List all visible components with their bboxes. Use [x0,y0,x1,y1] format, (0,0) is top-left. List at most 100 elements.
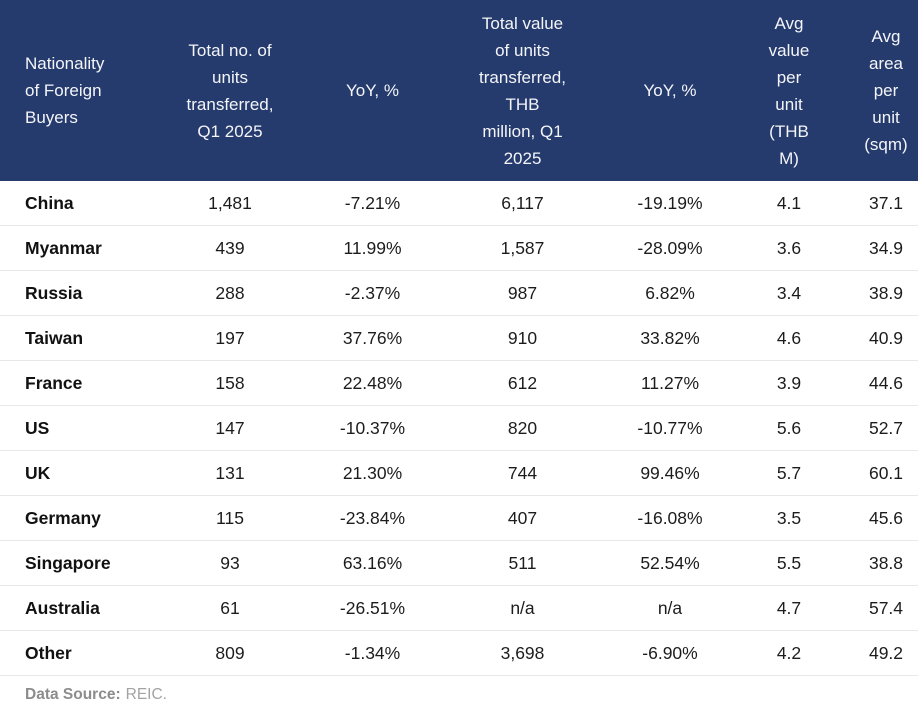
table-cell: 3.6 [776,237,802,258]
table-cell: 4.2 [776,642,802,663]
table-cell: 99.46% [640,462,700,483]
table-cell: 407 [507,507,538,528]
table-cell: 44.6 [868,372,904,393]
table-cell: 38.9 [868,282,904,303]
table-cell: 11.27% [640,372,700,393]
nationality-cell: Germany [25,507,101,528]
nationality-cell: Other [25,642,72,663]
table-row: UK 131 21.30% 744 99.46% 5.7 60.1 [0,451,918,496]
table-cell: 6,117 [501,192,544,213]
table-cell: 147 [215,417,245,438]
column-header-avg-value: Avg value per unit (THB M) [768,13,810,168]
nationality-cell: UK [25,462,51,483]
table-cell: 4.1 [776,192,802,213]
table-cell: -1.34% [344,642,401,663]
table-cell: 38.8 [868,552,904,573]
column-header-total-units: Total no. of units transferred, Q1 2025 [186,40,274,141]
table-cell: 131 [215,462,245,483]
nationality-cell: Singapore [25,552,111,573]
table-cell: 197 [215,327,245,348]
table-cell: 61 [220,597,240,618]
table-cell: 612 [507,372,538,393]
table-cell: 33.82% [640,327,700,348]
column-header-avg-area: Avg area per unit (sqm) [864,27,908,154]
table-row: Myanmar 439 11.99% 1,587 -28.09% 3.6 34.9 [0,226,918,271]
table-cell: 34.9 [868,237,904,258]
table-cell: 21.30% [342,462,403,483]
nationality-cell: Taiwan [25,327,84,348]
table-cell: 115 [216,507,244,528]
data-source-label: Data Source: [25,686,121,703]
nationality-cell: Myanmar [25,237,102,258]
table-cell: 910 [507,327,538,348]
table-row: US 147 -10.37% 820 -10.77% 5.6 52.7 [0,406,918,451]
table-cell: 52.54% [640,552,700,573]
table-cell: 1,587 [500,237,545,258]
table-cell: n/a [657,597,683,618]
table-row: Australia 61 -26.51% n/a n/a 4.7 57.4 [0,586,918,631]
table-cell: 288 [215,282,245,303]
table-cell: -26.51% [339,597,406,618]
data-source-note: Data Source: REIC. [0,676,918,707]
table-cell: 4.7 [776,597,802,618]
table-cell: -16.08% [637,507,703,528]
table-cell: 37.1 [868,192,904,213]
column-header-nationality: Nationality of Foreign Buyers [25,54,105,127]
table-cell: 40.9 [868,327,904,348]
table-cell: 49.2 [868,642,904,663]
nationality-cell: France [25,372,83,393]
table-header-row: Nationality of Foreign Buyers Total no. … [0,0,918,181]
nationality-cell: US [25,417,50,438]
table-cell: 744 [507,462,538,483]
table-cell: -10.37% [339,417,406,438]
table-row: Germany 115 -23.84% 407 -16.08% 3.5 45.6 [0,496,918,541]
table-cell: n/a [510,597,535,618]
table-cell: 11.99% [343,237,402,258]
column-header-total-value: Total value of units transferred, THB mi… [479,13,566,168]
nationality-cell: Russia [25,282,83,303]
column-header-yoy-value: YoY, % [643,81,697,100]
table-body: China 1,481 -7.21% 6,117 -19.19% 4.1 37.1 Myanm… [0,181,918,676]
column-header-yoy-units: YoY, % [346,81,399,100]
table-cell: 987 [507,282,538,303]
table-cell: 439 [215,237,245,258]
table-row: Singapore 93 63.16% 511 52.54% 5.5 38.8 [0,541,918,586]
table-cell: 52.7 [868,417,904,438]
table-row: Russia 288 -2.37% 987 6.82% 3.4 38.9 [0,271,918,316]
data-source-value: REIC. [125,686,167,703]
table-cell: -2.37% [344,282,401,303]
table-row: Taiwan 197 37.76% 910 33.82% 4.6 40.9 [0,316,918,361]
table-cell: 57.4 [868,597,904,618]
table-cell: 3.5 [776,507,802,528]
table-cell: 93 [220,552,240,573]
table-cell: 511 [508,552,537,573]
table-row: Other 809 -1.34% 3,698 -6.90% 4.2 49.2 [0,631,918,676]
table-cell: 5.6 [776,417,802,438]
table-cell: 3,698 [500,642,545,663]
table-cell: 22.48% [342,372,403,393]
table-row: France 158 22.48% 612 11.27% 3.9 44.6 [0,361,918,406]
table-cell: 3.9 [776,372,802,393]
table-cell: 63.16% [342,552,403,573]
table-cell: 158 [215,372,245,393]
table-row: China 1,481 -7.21% 6,117 -19.19% 4.1 37.1 [0,181,918,226]
table-cell: 6.82% [645,282,695,303]
table-cell: 1,481 [208,192,252,213]
table-cell: 809 [215,642,245,663]
table-cell: 820 [507,417,538,438]
table-cell: 45.6 [868,507,904,528]
table-cell: 5.7 [776,462,802,483]
nationality-cell: China [25,192,74,213]
table-cell: -19.19% [637,192,703,213]
table-cell: -6.90% [642,642,698,663]
table-cell: -28.09% [637,237,703,258]
table-cell: -7.21% [344,192,401,213]
table-cell: 37.76% [342,327,403,348]
table-cell: -23.84% [339,507,406,528]
table-cell: 3.4 [776,282,802,303]
table-cell: 4.6 [776,327,802,348]
table-cell: 5.5 [776,552,802,573]
nationality-cell: Australia [25,597,100,618]
table-cell: -10.77% [637,417,703,438]
